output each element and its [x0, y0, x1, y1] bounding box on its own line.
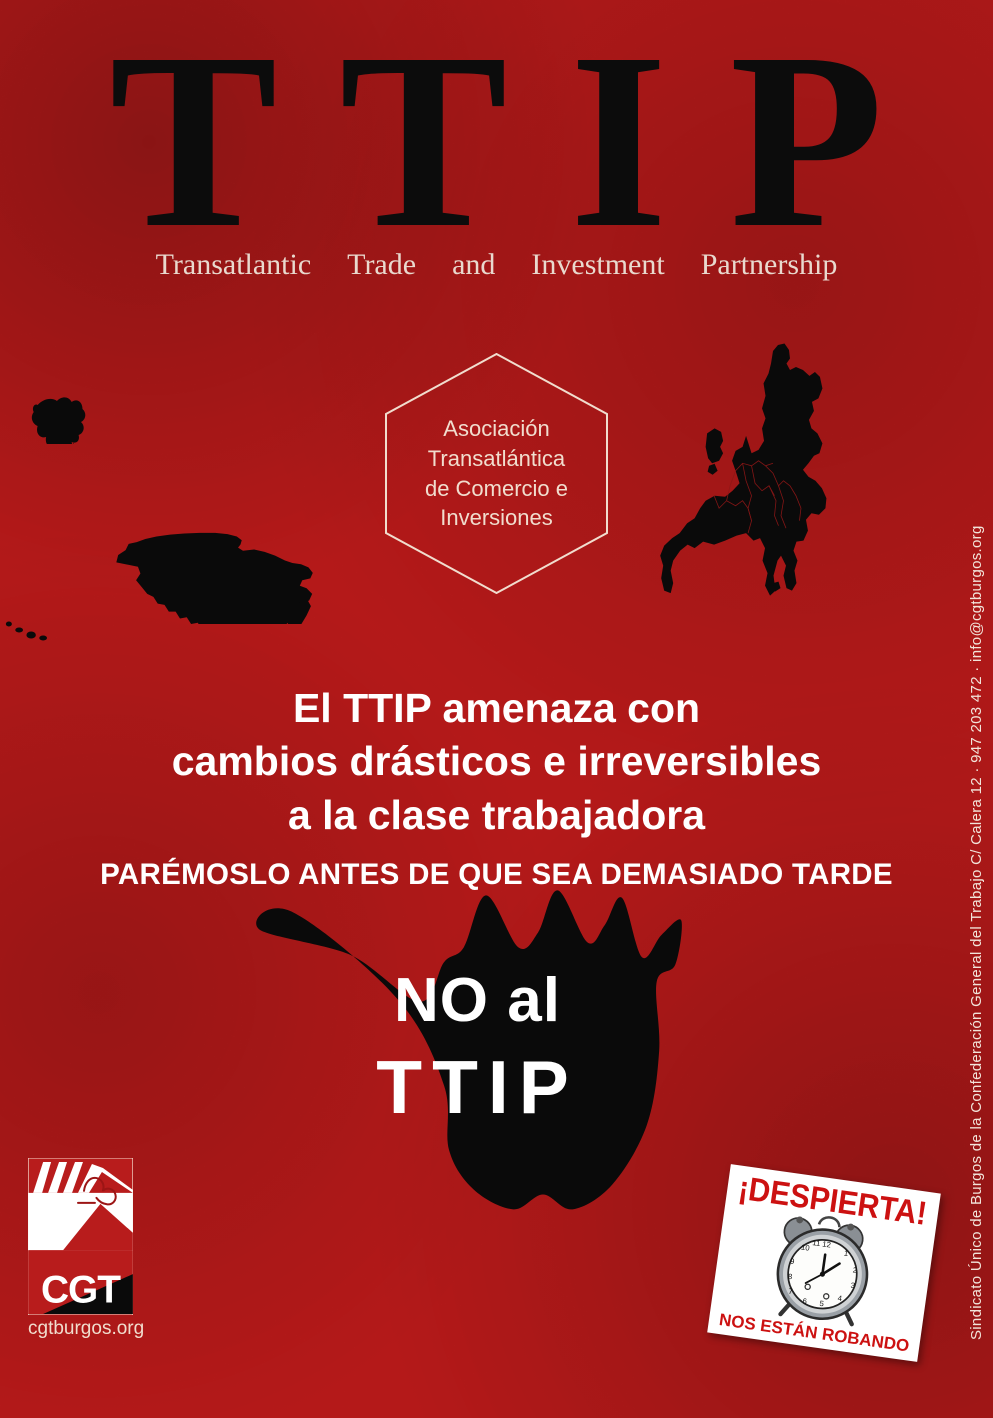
svg-text:10: 10 [801, 1243, 811, 1253]
svg-text:11: 11 [812, 1238, 821, 1248]
svg-text:12: 12 [822, 1239, 832, 1249]
svg-text:CGT: CGT [41, 1269, 121, 1312]
